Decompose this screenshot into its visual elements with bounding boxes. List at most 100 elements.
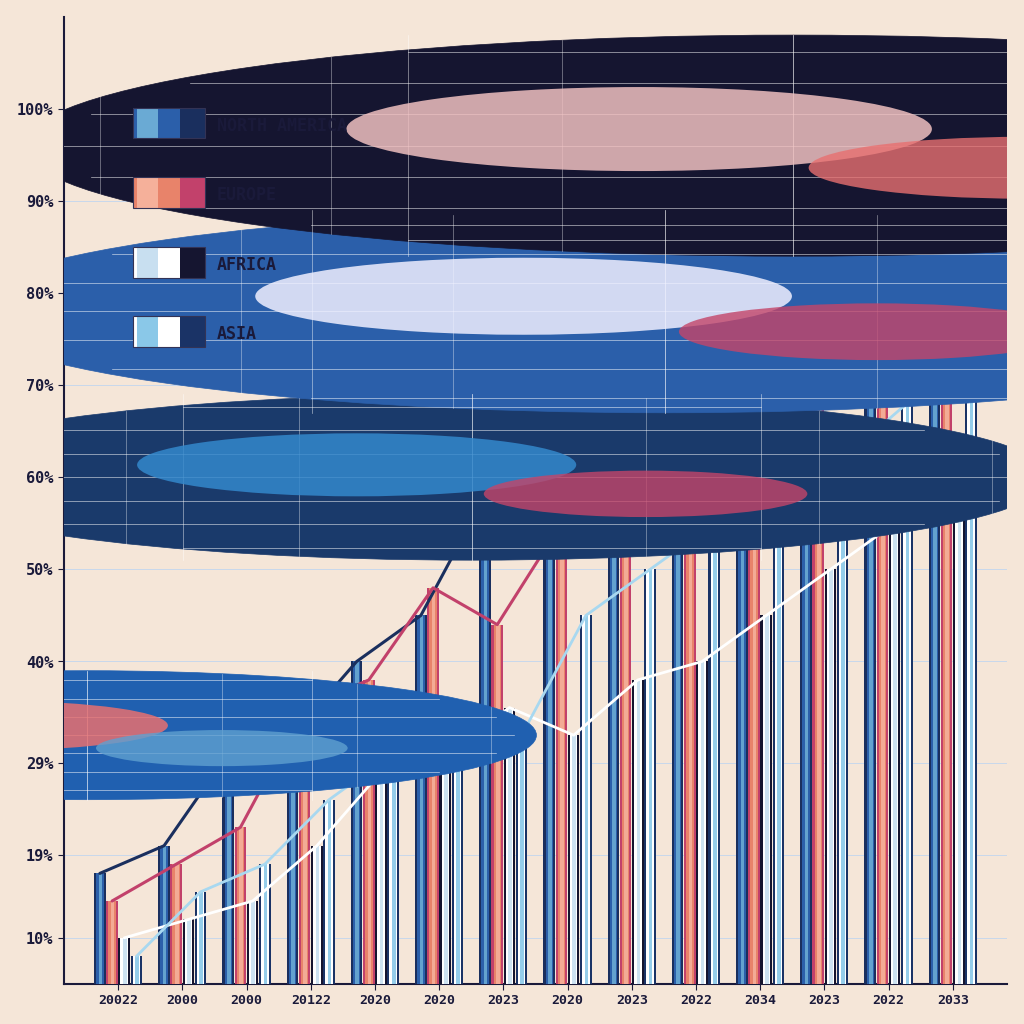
Bar — [291, 735, 295, 1024]
Bar — [135, 956, 139, 1024]
Bar — [170, 864, 182, 1024]
Bar — [736, 367, 748, 1024]
Bar — [812, 339, 824, 1024]
Bar — [227, 754, 230, 1024]
Bar — [869, 155, 872, 1024]
Bar — [439, 754, 451, 1024]
Wedge shape — [679, 303, 1024, 360]
Bar — [842, 459, 845, 1024]
Bar — [520, 735, 524, 1024]
Bar — [709, 523, 720, 1024]
Bar — [953, 477, 965, 1024]
Bar — [632, 680, 644, 1024]
Bar — [432, 588, 435, 1024]
Bar — [901, 403, 912, 1024]
Bar — [159, 846, 170, 1024]
Bar — [556, 523, 567, 1024]
Circle shape — [0, 394, 1024, 560]
Bar — [184, 920, 193, 1024]
Wedge shape — [0, 701, 168, 750]
Bar — [251, 901, 255, 1024]
Bar — [738, 367, 745, 1024]
Bar — [508, 708, 512, 1024]
Bar — [389, 754, 397, 1024]
Bar — [749, 385, 760, 1024]
Bar — [452, 708, 463, 1024]
Bar — [548, 551, 552, 1024]
Bar — [121, 938, 128, 1024]
Bar — [929, 90, 940, 1024]
Text: AFRICA: AFRICA — [217, 256, 278, 273]
Wedge shape — [255, 258, 792, 335]
Bar — [941, 219, 952, 1024]
Bar — [224, 754, 232, 1024]
Bar — [905, 403, 909, 1024]
Bar — [195, 892, 207, 1024]
Bar — [572, 735, 577, 1024]
Bar — [931, 90, 938, 1024]
Bar — [481, 496, 488, 1024]
Bar — [568, 735, 580, 1024]
Bar — [429, 588, 437, 1024]
Bar — [375, 772, 387, 1024]
Bar — [259, 864, 270, 1024]
Bar — [649, 569, 652, 1024]
Bar — [287, 735, 298, 1024]
Text: NORTH AMERICA: NORTH AMERICA — [217, 117, 347, 134]
Bar — [696, 662, 708, 1024]
Bar — [98, 873, 102, 1024]
Bar — [483, 496, 487, 1024]
Bar — [775, 496, 782, 1024]
Bar — [353, 662, 360, 1024]
Bar — [674, 385, 681, 1024]
Bar — [106, 901, 118, 1024]
Bar — [328, 800, 332, 1024]
Bar — [966, 339, 977, 1024]
Bar — [109, 901, 116, 1024]
Bar — [765, 615, 769, 1024]
Bar — [368, 680, 372, 1024]
Bar — [506, 708, 513, 1024]
Bar — [96, 873, 103, 1024]
Bar — [94, 873, 105, 1024]
Bar — [496, 625, 500, 1024]
Bar — [607, 431, 620, 1024]
Bar — [240, 827, 243, 1024]
Bar — [313, 846, 321, 1024]
Bar — [417, 615, 425, 1024]
Text: EUROPE: EUROPE — [217, 186, 278, 204]
Bar — [200, 892, 203, 1024]
Circle shape — [0, 210, 1024, 413]
Bar — [805, 274, 809, 1024]
Bar — [903, 403, 910, 1024]
Wedge shape — [96, 730, 348, 766]
Bar — [585, 615, 588, 1024]
Bar — [131, 956, 142, 1024]
Bar — [634, 680, 642, 1024]
Bar — [677, 385, 680, 1024]
Bar — [933, 90, 937, 1024]
Wedge shape — [809, 137, 1024, 199]
Bar — [427, 588, 439, 1024]
Bar — [889, 523, 900, 1024]
Bar — [494, 625, 501, 1024]
Bar — [829, 569, 833, 1024]
Bar — [301, 708, 308, 1024]
Bar — [546, 551, 553, 1024]
Bar — [801, 274, 812, 1024]
Bar — [311, 846, 323, 1024]
Bar — [826, 569, 835, 1024]
Bar — [751, 385, 758, 1024]
Bar — [479, 496, 490, 1024]
Bar — [504, 708, 515, 1024]
Bar — [763, 615, 770, 1024]
Bar — [119, 938, 130, 1024]
Bar — [444, 754, 447, 1024]
Bar — [261, 864, 268, 1024]
Bar — [817, 339, 820, 1024]
Bar — [612, 431, 615, 1024]
Bar — [420, 615, 423, 1024]
Wedge shape — [137, 433, 577, 497]
Bar — [753, 385, 757, 1024]
Bar — [698, 662, 706, 1024]
